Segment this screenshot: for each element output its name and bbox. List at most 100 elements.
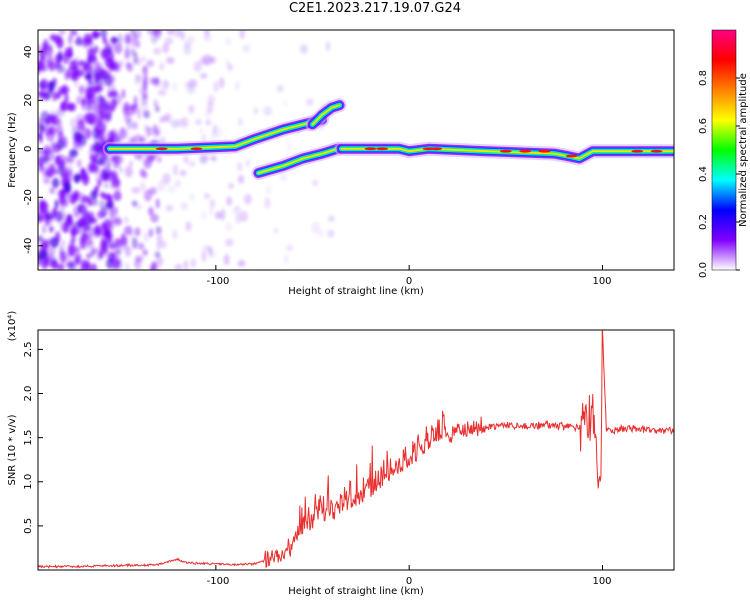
noise-speckle: [78, 204, 88, 213]
noise-speckle: [38, 148, 42, 156]
noise-speckle: [56, 154, 66, 164]
y-tick-label: 0.5: [23, 518, 34, 534]
noise-speckle: [38, 60, 44, 71]
noise-speckle: [66, 213, 73, 223]
y-axis-label: SNR (10 * v/v): [7, 414, 18, 485]
noise-speckle: [57, 131, 64, 142]
noise-speckle: [199, 154, 208, 164]
noise-speckle: [49, 163, 55, 172]
noise-speckle: [143, 189, 153, 202]
noise-speckle: [170, 119, 180, 129]
noise-speckle: [164, 37, 174, 45]
noise-speckle: [242, 44, 251, 53]
noise-speckle: [161, 79, 170, 90]
noise-speckle: [123, 101, 130, 112]
noise-speckle: [90, 144, 97, 152]
noise-speckle: [140, 101, 149, 113]
noise-speckle: [224, 238, 234, 247]
noise-speckle: [94, 224, 101, 234]
snr-frame: [37, 329, 675, 571]
noise-speckle: [50, 141, 57, 149]
noise-speckle: [139, 168, 146, 177]
noise-speckle: [42, 225, 47, 234]
noise-speckle: [146, 59, 155, 67]
noise-speckle: [201, 250, 207, 262]
noise-speckle: [92, 197, 98, 207]
noise-speckle: [237, 174, 245, 184]
noise-speckle: [77, 192, 85, 204]
noise-speckle: [150, 32, 158, 44]
noise-speckle: [58, 89, 66, 96]
noise-speckle: [206, 153, 211, 162]
noise-speckle: [209, 132, 217, 141]
noise-speckle: [56, 263, 65, 270]
noise-speckle: [317, 229, 324, 238]
noise-speckle: [188, 79, 198, 89]
noise-speckle: [185, 221, 192, 232]
noise-speckle: [143, 124, 149, 132]
noise-speckle: [76, 35, 81, 43]
noise-speckle: [90, 190, 97, 200]
noise-speckle: [239, 210, 249, 222]
noise-speckle: [118, 166, 124, 173]
snr-axes: -100 0 100 Height of straight line (km) …: [7, 311, 612, 597]
noise-speckle: [157, 180, 166, 192]
noise-speckle: [125, 61, 131, 70]
y-axis-exponent: (x10⁴): [7, 311, 18, 342]
noise-speckle: [204, 108, 212, 118]
noise-speckle: [156, 239, 162, 250]
noise-speckle: [175, 30, 184, 37]
noise-speckle: [160, 240, 167, 249]
noise-speckle: [77, 119, 86, 132]
noise-speckle: [151, 260, 157, 269]
noise-speckle: [104, 70, 112, 80]
noise-speckle: [68, 102, 77, 112]
noise-speckle: [137, 109, 142, 120]
noise-speckle: [154, 251, 161, 259]
noise-speckle: [137, 242, 145, 250]
spectral-peak: [190, 147, 203, 151]
x-tick-label: -100: [207, 576, 230, 587]
noise-speckle: [48, 125, 54, 135]
noise-speckle: [81, 232, 88, 242]
noise-speckle: [63, 182, 72, 193]
spectral-track-upper: [311, 104, 341, 126]
noise-speckle: [193, 61, 202, 72]
y-tick-label: -20: [23, 189, 34, 205]
spectrogram-noise: [38, 30, 335, 270]
noise-speckle: [135, 40, 141, 49]
noise-speckle: [312, 179, 318, 187]
spectral-peak: [155, 147, 168, 151]
noise-speckle: [125, 262, 130, 270]
noise-speckle: [143, 110, 151, 119]
noise-speckle: [117, 33, 123, 46]
noise-speckle: [228, 182, 234, 190]
x-tick-label: 0: [406, 276, 412, 287]
spectral-peak: [631, 149, 644, 153]
noise-speckle: [49, 187, 55, 194]
noise-speckle: [305, 98, 314, 106]
noise-speckle: [190, 258, 197, 268]
noise-speckle: [287, 140, 292, 153]
y-tick-label: 40: [23, 45, 34, 58]
noise-speckle: [142, 65, 148, 75]
noise-speckle: [172, 81, 177, 91]
noise-speckle: [67, 35, 73, 45]
noise-speckle: [239, 30, 245, 40]
noise-speckle: [276, 85, 284, 93]
noise-speckle: [39, 92, 46, 101]
noise-speckle: [86, 103, 92, 113]
spectral-peak: [364, 147, 377, 151]
noise-speckle: [55, 109, 61, 116]
noise-speckle: [165, 56, 175, 65]
noise-speckle: [238, 117, 243, 127]
noise-speckle: [140, 55, 146, 63]
noise-speckle: [150, 213, 159, 223]
noise-speckle: [137, 156, 146, 163]
noise-speckle: [200, 211, 207, 220]
y-tick-label: -40: [23, 238, 34, 254]
noise-speckle: [125, 46, 132, 59]
noise-speckle: [52, 92, 58, 102]
spectral-peak: [538, 149, 551, 153]
